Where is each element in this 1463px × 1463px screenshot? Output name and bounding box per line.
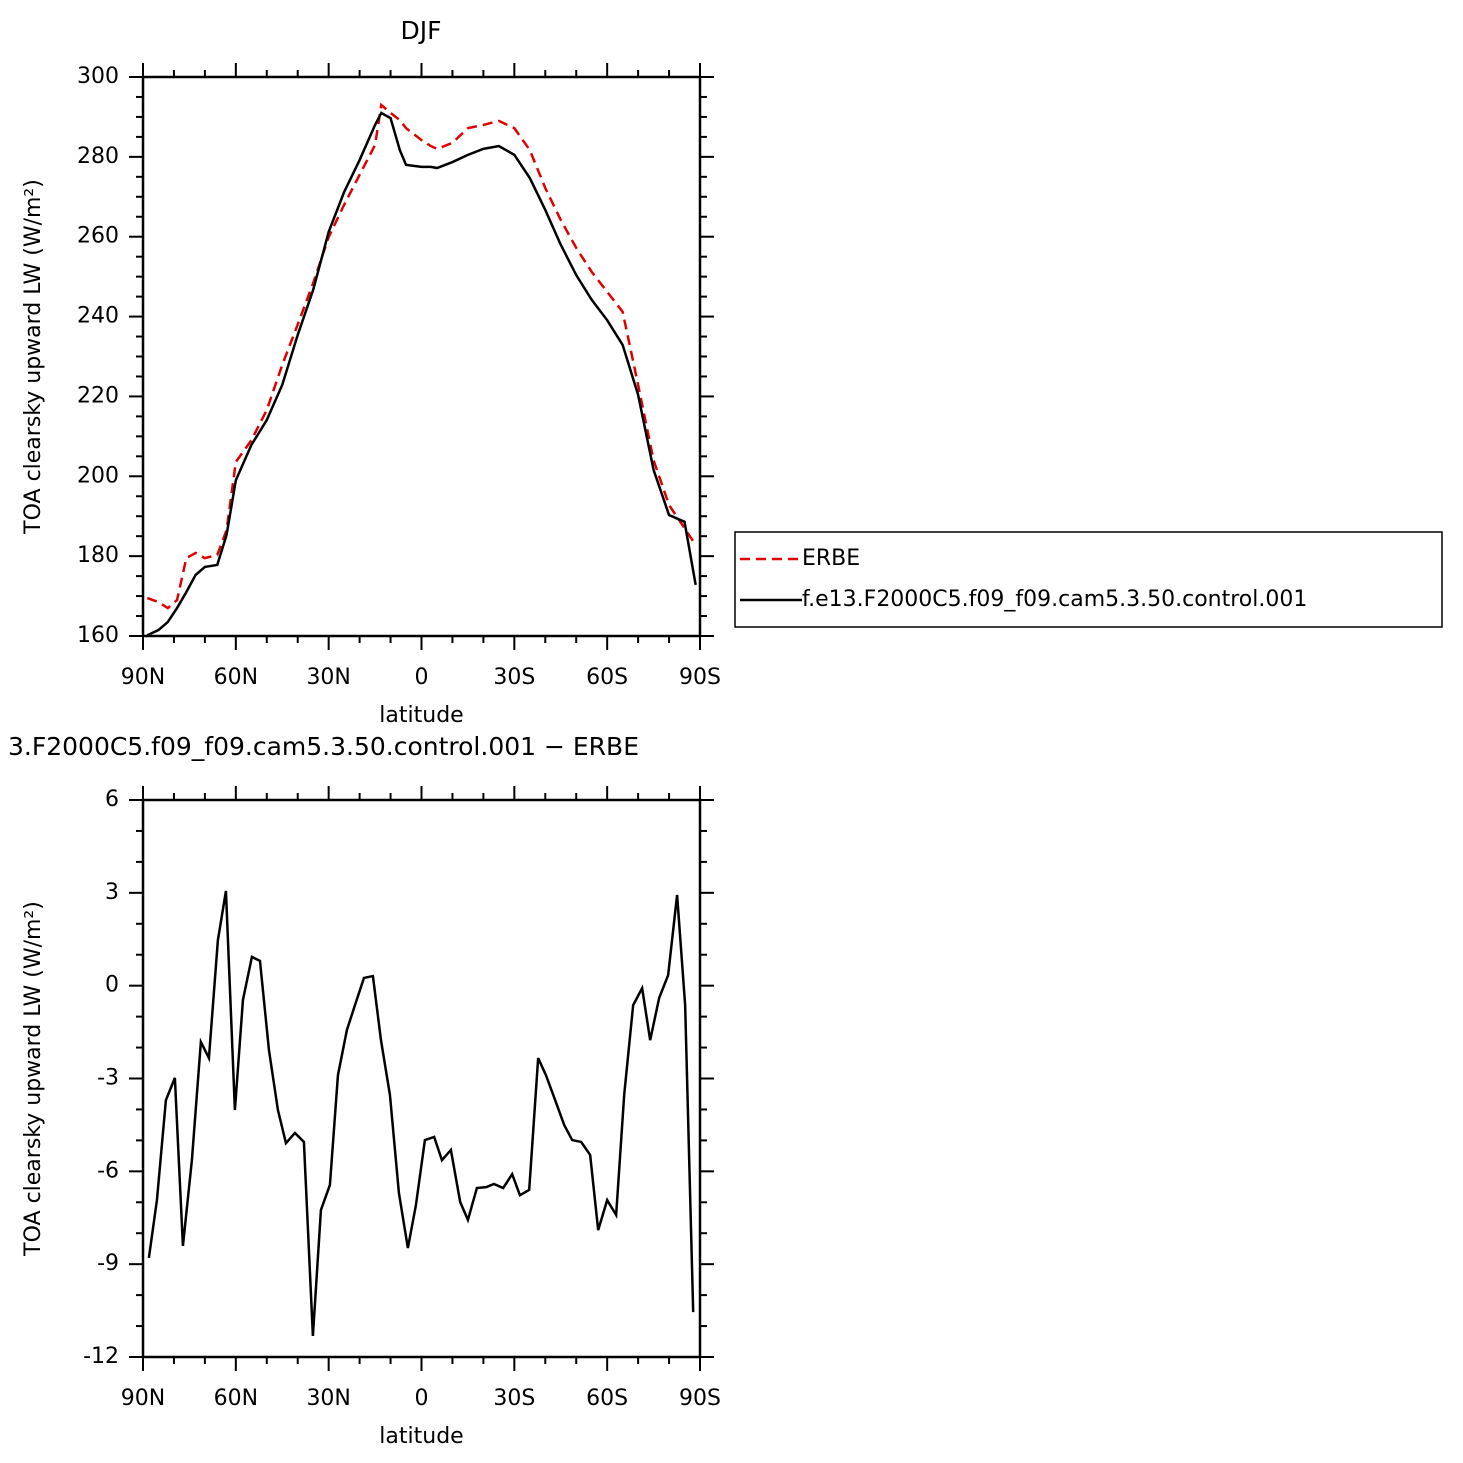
y-tick-label: 220 [77,383,119,408]
x-tick-label: 60N [214,665,258,690]
y-tick-label: 240 [77,304,119,329]
chart-title: DJF [400,16,441,45]
y-tick-label: -12 [83,1344,119,1369]
x-tick-label: 0 [415,1386,429,1411]
plot-frame [141,75,702,638]
x-tick-label: 90N [121,1386,165,1411]
x-tick-label: 30N [306,665,350,690]
x-tick-label: 60N [214,1386,258,1411]
y-tick-label: -6 [97,1158,119,1183]
y-tick-label: -9 [97,1251,119,1276]
chart-title: 3.F2000C5.f09_f09.cam5.3.50.control.001 … [8,732,639,761]
y-tick-label: 180 [77,543,119,568]
data-line [146,102,697,610]
x-tick-label: 90S [679,665,721,690]
data-line [147,890,695,1337]
y-tick-label: -3 [97,1066,119,1091]
legend-box [734,531,1443,628]
y-tick-label: 3 [105,880,119,905]
legend-label: ERBE [802,546,860,571]
x-axis-label: latitude [379,703,463,728]
legend-label: f.e13.F2000C5.f09_f09.cam5.3.50.control.… [802,587,1307,612]
x-tick-label: 30S [493,1386,535,1411]
x-tick-label: 90S [679,1386,721,1411]
y-tick-label: 6 [105,787,119,812]
y-tick-label: 260 [77,224,119,249]
y-tick-label: 0 [105,973,119,998]
x-tick-label: 30S [493,665,535,690]
x-tick-label: 60S [586,1386,628,1411]
y-axis-label: TOA clearsky upward LW (W/m²) [21,901,46,1257]
y-tick-label: 280 [77,144,119,169]
y-tick-label: 200 [77,463,119,488]
data-line [146,111,697,637]
x-axis-label: latitude [379,1424,463,1449]
x-tick-label: 0 [415,665,429,690]
x-tick-label: 60S [586,665,628,690]
plot-frame [141,798,702,1359]
x-tick-label: 30N [306,1386,350,1411]
x-tick-label: 90N [121,665,165,690]
y-tick-label: 160 [77,623,119,648]
y-tick-label: 300 [77,64,119,89]
y-axis-label: TOA clearsky upward LW (W/m²) [21,179,46,535]
